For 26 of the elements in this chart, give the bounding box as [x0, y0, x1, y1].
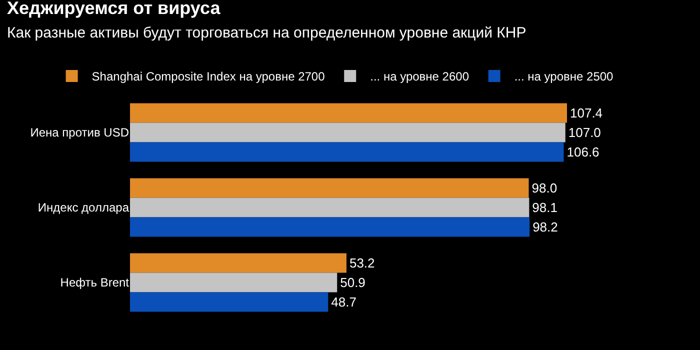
y-tick-label: Индекс доллара	[38, 200, 130, 215]
y-tick-label: Иена против USD	[30, 126, 130, 140]
data-label: 48.7	[331, 294, 356, 310]
bar	[130, 103, 567, 123]
data-label: 98.2	[532, 220, 558, 234]
bar	[130, 272, 338, 292]
legend-label: ... на уровне 2500	[514, 70, 614, 84]
legend-label: ... на уровне 2600	[370, 70, 470, 84]
data-label: 50.9	[340, 275, 366, 290]
chart-title: Хеджируемся от вируса	[7, 0, 222, 18]
bar	[130, 217, 530, 237]
bar	[130, 122, 566, 142]
data-label: 53.2	[349, 256, 375, 270]
data-label: 106.6	[566, 144, 600, 160]
bar	[130, 198, 530, 218]
chart-subtitle: Как разные активы будут торговаться на определенном уровне акций КНР	[7, 24, 526, 42]
y-tick-label: Нефть Brent	[60, 276, 130, 290]
data-label: 98.0	[532, 180, 558, 196]
bar	[130, 178, 529, 198]
bar	[130, 142, 564, 162]
bar	[130, 292, 328, 312]
data-label: 98.1	[532, 200, 558, 215]
data-label: 107.4	[570, 106, 603, 120]
data-label: 107.0	[568, 125, 601, 140]
legend-label: Shanghai Composite Index на уровне 2700	[92, 70, 326, 84]
bar	[130, 253, 346, 273]
